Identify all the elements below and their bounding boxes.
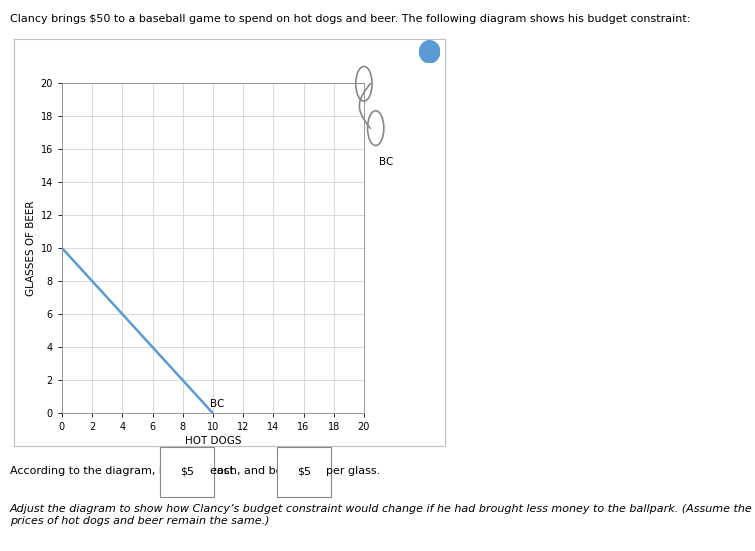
Text: BC: BC (210, 399, 224, 409)
Text: BC: BC (379, 157, 393, 167)
Circle shape (420, 41, 439, 63)
Text: $5: $5 (297, 467, 311, 477)
Y-axis label: GLASSES OF BEER: GLASSES OF BEER (26, 200, 36, 296)
Text: Clancy brings $50 to a baseball game to spend on hot dogs and beer. The followin: Clancy brings $50 to a baseball game to … (10, 14, 690, 24)
Text: each, and beer costs: each, and beer costs (210, 466, 326, 476)
Text: $5: $5 (180, 467, 194, 477)
Text: ?: ? (427, 47, 433, 57)
X-axis label: HOT DOGS: HOT DOGS (185, 436, 241, 446)
Text: Adjust the diagram to show how Clancy’s budget constraint would change if he had: Adjust the diagram to show how Clancy’s … (10, 504, 753, 526)
Text: per glass.: per glass. (326, 466, 381, 476)
Text: According to the diagram, hot dogs cost: According to the diagram, hot dogs cost (10, 466, 234, 476)
